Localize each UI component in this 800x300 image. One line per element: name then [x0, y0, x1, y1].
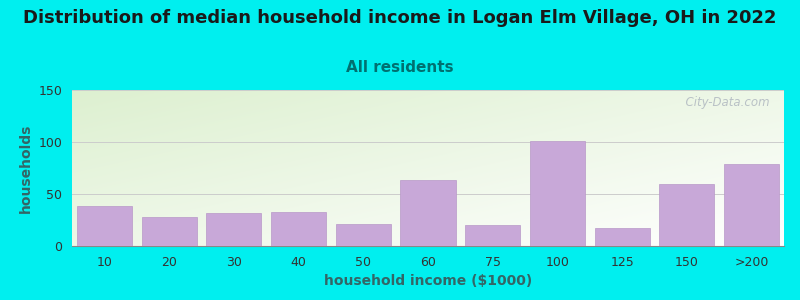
Bar	[142, 217, 197, 246]
Bar	[530, 141, 585, 246]
Bar	[336, 224, 390, 246]
Bar	[466, 225, 520, 246]
Bar	[724, 164, 779, 246]
Bar	[659, 184, 714, 246]
X-axis label: household income ($1000): household income ($1000)	[324, 274, 532, 288]
Text: City-Data.com: City-Data.com	[678, 96, 770, 109]
Text: Distribution of median household income in Logan Elm Village, OH in 2022: Distribution of median household income …	[23, 9, 777, 27]
Y-axis label: households: households	[19, 123, 33, 213]
Bar	[594, 228, 650, 246]
Bar	[271, 212, 326, 246]
Text: All residents: All residents	[346, 60, 454, 75]
Bar	[206, 213, 262, 246]
Bar	[401, 181, 455, 246]
Bar	[77, 206, 132, 246]
